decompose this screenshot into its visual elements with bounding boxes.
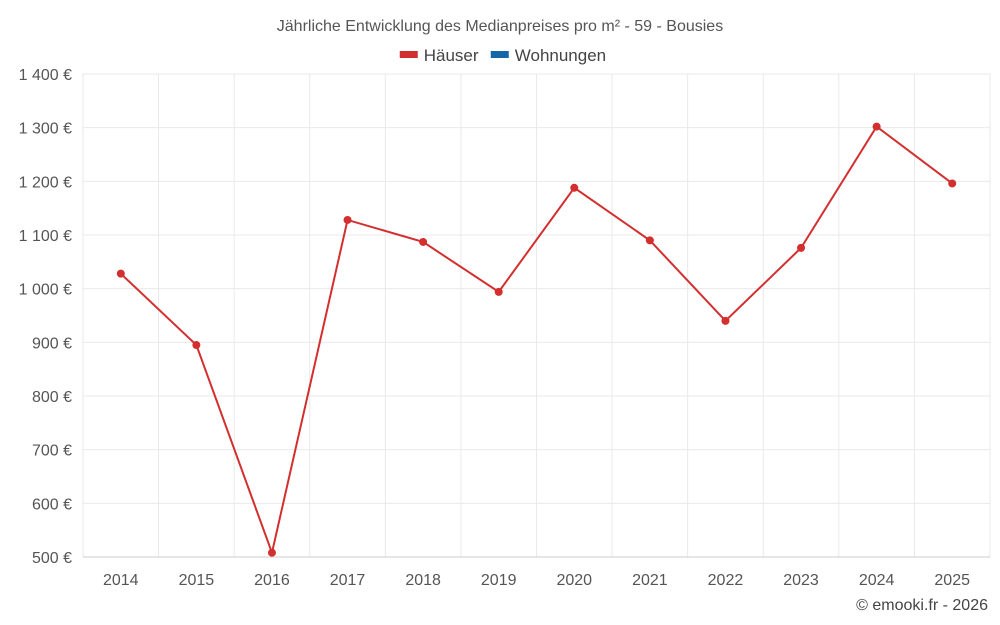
data-point[interactable] (645, 236, 654, 245)
y-tick-label: 1 000 € (19, 282, 72, 299)
series-layer (116, 122, 957, 557)
x-tick-label: 2023 (783, 572, 819, 589)
legend-swatch (490, 51, 509, 58)
y-tick-label: 1 100 € (19, 228, 72, 245)
data-point[interactable] (267, 548, 276, 557)
legend-item-label[interactable]: Häuser (424, 46, 479, 65)
x-tick-label: 2025 (934, 572, 970, 589)
y-tick-label: 900 € (32, 335, 72, 352)
y-tick-label: 700 € (32, 443, 72, 460)
x-tick-label: 2018 (405, 572, 441, 589)
y-tick-label: 800 € (32, 389, 72, 406)
data-point[interactable] (797, 243, 806, 252)
x-tick-label: 2019 (481, 572, 517, 589)
data-point[interactable] (948, 179, 957, 188)
credit-text: © emooki.fr - 2026 (856, 597, 988, 614)
data-point[interactable] (570, 183, 579, 192)
y-tick-label: 1 300 € (19, 121, 72, 138)
y-tick-label: 1 200 € (19, 174, 72, 191)
data-point[interactable] (419, 237, 428, 246)
x-tick-label: 2015 (179, 572, 215, 589)
data-point[interactable] (116, 269, 125, 278)
legend: Häuser Wohnungen (399, 46, 606, 65)
data-point[interactable] (192, 341, 201, 350)
x-tick-label: 2020 (556, 572, 592, 589)
chart-title: Jährliche Entwicklung des Medianpreises … (277, 18, 723, 35)
y-tick-label: 600 € (32, 496, 72, 513)
data-point[interactable] (872, 122, 881, 131)
grid (82, 73, 991, 557)
data-point[interactable] (494, 287, 503, 296)
x-tick-label: 2017 (330, 572, 366, 589)
x-tick-label: 2016 (254, 572, 290, 589)
data-point[interactable] (721, 316, 730, 325)
axes: 500 € 600 € 700 € 800 € 900 € 1 000 € 1 100 € 1… (19, 67, 990, 589)
x-tick-label: 2022 (708, 572, 744, 589)
x-tick-label: 2024 (859, 572, 895, 589)
legend-item-label[interactable]: Wohnungen (515, 46, 606, 65)
legend-swatch (399, 51, 418, 58)
data-point[interactable] (343, 215, 352, 224)
y-tick-label: 1 400 € (19, 67, 72, 84)
x-tick-label: 2014 (103, 572, 139, 589)
x-tick-label: 2021 (632, 572, 668, 589)
y-tick-label: 500 € (32, 550, 72, 567)
series-line-haeuser (120, 125, 953, 557)
